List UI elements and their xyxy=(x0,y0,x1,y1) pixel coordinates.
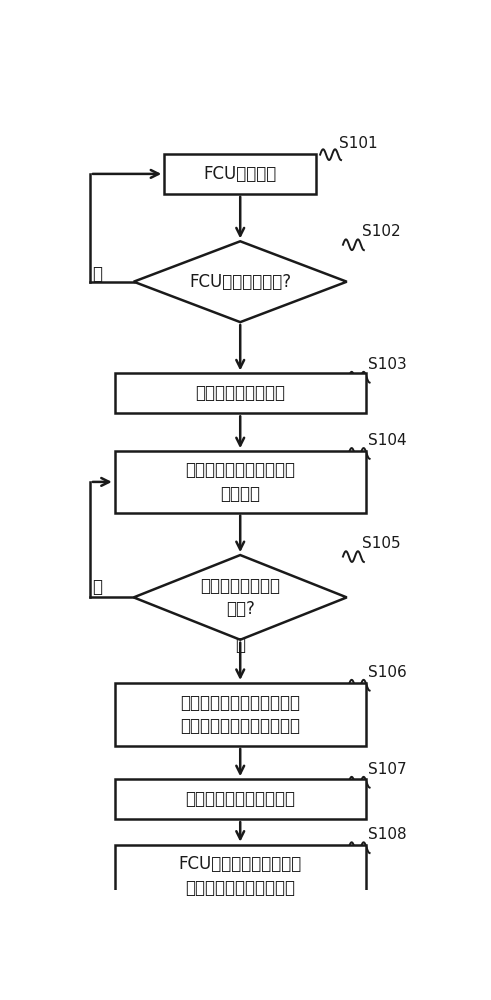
Text: FCU发送加氢请求?: FCU发送加氢请求? xyxy=(189,273,291,291)
Text: S108: S108 xyxy=(368,827,407,842)
Polygon shape xyxy=(134,241,347,322)
Text: 开始加氢并发送加氢参数: 开始加氢并发送加氢参数 xyxy=(185,790,295,808)
Text: 加氢枪根据接收到的储氢瓶
状态参数进行加氢参数配置: 加氢枪根据接收到的储氢瓶 状态参数进行加氢参数配置 xyxy=(180,694,300,735)
Polygon shape xyxy=(134,555,347,640)
Text: S102: S102 xyxy=(362,224,401,239)
Text: FCU工作请求: FCU工作请求 xyxy=(204,165,277,183)
Text: FCU通过红外模块控制器
控制加氢枪给储氢瓶加氢: FCU通过红外模块控制器 控制加氢枪给储氢瓶加氢 xyxy=(179,855,302,897)
Text: S105: S105 xyxy=(362,536,401,551)
Text: 红外模块控制器使能: 红外模块控制器使能 xyxy=(195,384,285,402)
Bar xyxy=(114,845,366,908)
Text: S103: S103 xyxy=(368,357,407,372)
Text: 否: 否 xyxy=(92,265,103,283)
Bar xyxy=(114,779,366,819)
Text: 汽车加氢口总成与加氢枪
握手连接: 汽车加氢口总成与加氢枪 握手连接 xyxy=(185,461,295,503)
Text: S106: S106 xyxy=(368,665,407,680)
Bar xyxy=(114,451,366,513)
Text: 是: 是 xyxy=(235,636,245,654)
Text: S101: S101 xyxy=(339,136,378,151)
Bar xyxy=(164,154,316,194)
Text: S107: S107 xyxy=(368,762,407,777)
Text: 是否与加氢枪握手
成功?: 是否与加氢枪握手 成功? xyxy=(200,577,280,618)
Bar xyxy=(114,373,366,413)
Text: 否: 否 xyxy=(92,578,103,596)
Text: S104: S104 xyxy=(368,433,407,448)
Bar xyxy=(114,683,366,746)
